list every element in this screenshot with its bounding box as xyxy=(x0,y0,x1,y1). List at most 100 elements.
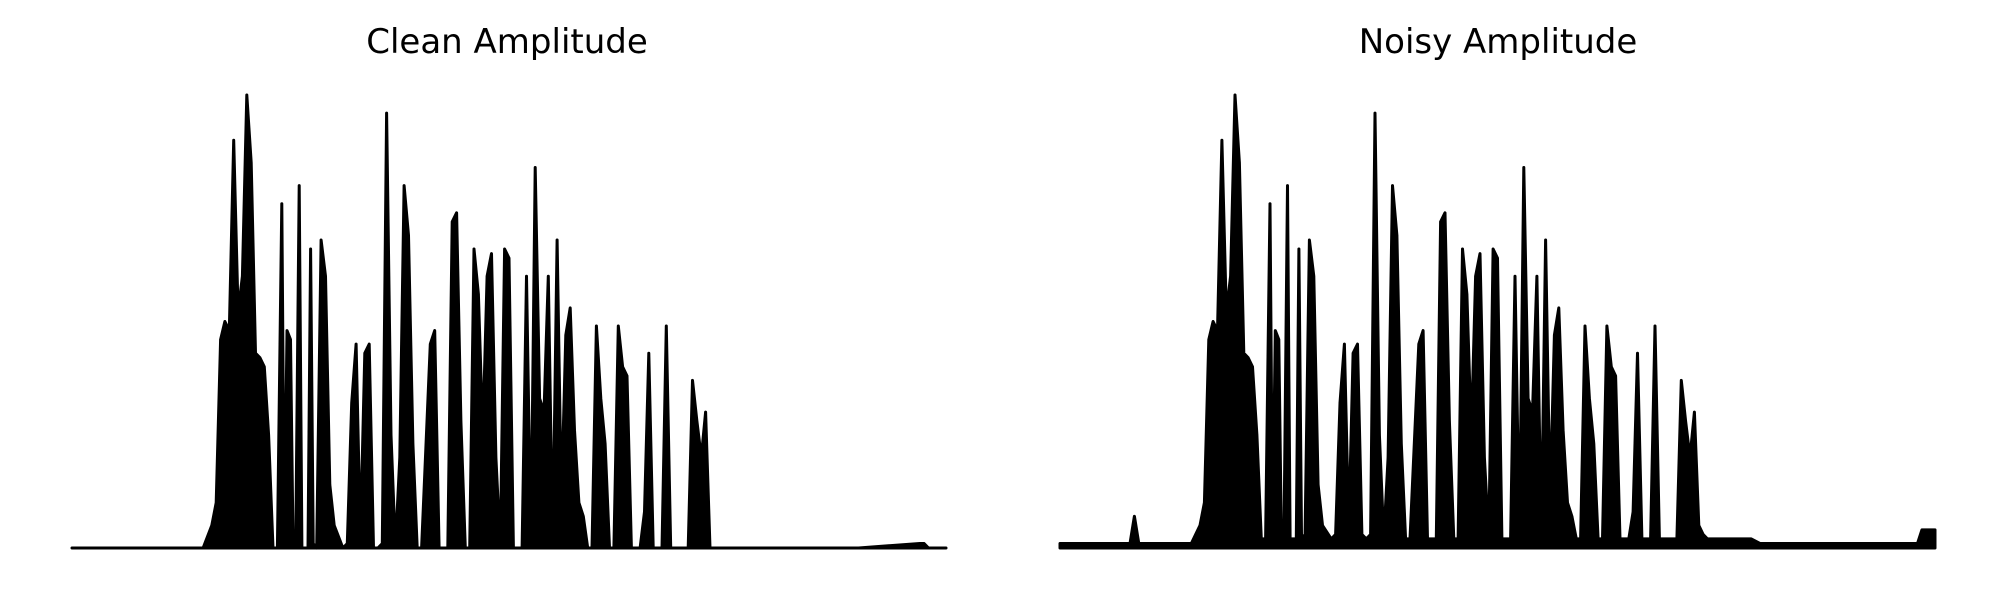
amplitude-sample-point xyxy=(1561,429,1565,432)
amplitude-sample-point xyxy=(1487,537,1490,541)
amplitude-sample-point xyxy=(346,542,349,545)
amplitude-sample-point xyxy=(743,546,747,550)
amplitude-sample-point xyxy=(1706,537,1709,541)
amplitude-sample-point xyxy=(1933,528,1937,532)
clean-amplitude-plot xyxy=(70,93,948,550)
amplitude-sample-point xyxy=(516,546,519,550)
amplitude-sample-point xyxy=(721,546,725,550)
clean-amplitude-panel: Clean Amplitude xyxy=(70,22,948,550)
amplitude-sample-point xyxy=(730,546,734,550)
amplitude-sample-point xyxy=(324,275,327,278)
amplitude-sample-point xyxy=(761,546,764,550)
amplitude-sample-point xyxy=(283,546,286,550)
amplitude-sample-point xyxy=(1251,365,1254,368)
amplitude-sample-point xyxy=(271,546,275,550)
amplitude-sample-point xyxy=(687,546,690,550)
amplitude-sample-point xyxy=(1618,537,1622,541)
amplitude-sample-point xyxy=(1207,338,1210,341)
amplitude-sample-point xyxy=(201,546,205,550)
amplitude-sample-point xyxy=(1351,352,1355,355)
amplitude-sample-point xyxy=(647,352,650,355)
amplitude-sample-point xyxy=(1295,537,1298,541)
amplitude-sample-point xyxy=(573,429,576,432)
amplitude-sample-point xyxy=(1557,306,1560,310)
amplitude-sample-point xyxy=(1220,139,1224,142)
amplitude-sample-point xyxy=(446,546,449,550)
amplitude-sample-point xyxy=(289,338,292,341)
amplitude-sample-point xyxy=(1544,238,1547,242)
amplitude-sample-point xyxy=(70,546,74,550)
amplitude-sample-point xyxy=(660,546,664,550)
amplitude-sample-point xyxy=(621,365,624,368)
amplitude-sample-point xyxy=(1500,537,1504,541)
amplitude-sample-point xyxy=(1553,333,1556,337)
amplitude-sample-point xyxy=(1321,524,1324,527)
amplitude-sample-point xyxy=(350,401,353,405)
amplitude-sample-point xyxy=(1391,184,1394,187)
amplitude-sample-point xyxy=(1246,356,1250,359)
amplitude-sample-point xyxy=(1526,397,1530,400)
amplitude-sample-point xyxy=(1535,275,1539,278)
amplitude-sample-point xyxy=(1710,537,1714,541)
amplitude-sample-point xyxy=(236,311,240,314)
waveform-envelope xyxy=(70,93,948,550)
amplitude-sample-point xyxy=(175,546,179,550)
amplitude-sample-point xyxy=(1238,161,1241,165)
amplitude-sample-point xyxy=(354,342,358,346)
amplitude-sample-point xyxy=(1365,537,1368,541)
amplitude-sample-point xyxy=(223,320,227,323)
amplitude-sample-point xyxy=(1286,184,1289,187)
amplitude-sample-point xyxy=(303,546,306,550)
amplitude-sample-point xyxy=(1316,483,1320,486)
amplitude-sample-point xyxy=(1605,324,1609,328)
amplitude-sample-point xyxy=(1308,238,1311,242)
amplitude-sample-point xyxy=(1566,501,1569,504)
amplitude-sample-point xyxy=(1356,342,1359,346)
amplitude-sample-point xyxy=(451,220,454,223)
amplitude-sample-point xyxy=(1518,537,1521,541)
amplitude-sample-point xyxy=(1456,537,1460,541)
amplitude-sample-point xyxy=(534,166,537,169)
amplitude-sample-point xyxy=(1916,542,1919,545)
amplitude-sample-point xyxy=(385,111,388,115)
amplitude-sample-point xyxy=(1426,537,1429,541)
amplitude-sample-point xyxy=(228,329,231,332)
amplitude-sample-point xyxy=(407,234,410,237)
amplitude-sample-point xyxy=(1338,401,1342,405)
amplitude-sample-point xyxy=(1601,537,1604,541)
amplitude-sample-point xyxy=(442,546,445,550)
amplitude-sample-point xyxy=(363,352,366,355)
amplitude-sample-point xyxy=(341,546,345,550)
amplitude-sample-point xyxy=(1522,166,1525,169)
amplitude-sample-point xyxy=(582,515,585,518)
amplitude-sample-point xyxy=(1592,442,1595,445)
amplitude-sample-point xyxy=(551,546,554,550)
amplitude-sample-point xyxy=(210,524,213,527)
amplitude-sample-point xyxy=(1369,533,1372,536)
amplitude-sample-point xyxy=(394,546,397,550)
amplitude-sample-point xyxy=(1575,537,1578,541)
amplitude-sample-point xyxy=(922,542,926,545)
amplitude-sample-point xyxy=(1693,410,1696,414)
amplitude-sample-point xyxy=(739,546,742,550)
amplitude-sample-point xyxy=(411,442,415,445)
amplitude-sample-point xyxy=(389,433,393,436)
amplitude-sample-point xyxy=(1271,537,1274,541)
amplitude-sample-point xyxy=(1128,542,1132,545)
amplitude-sample-point xyxy=(319,238,323,242)
amplitude-sample-point xyxy=(927,546,930,550)
amplitude-sample-point xyxy=(1548,501,1552,504)
amplitude-sample-point xyxy=(1439,220,1442,223)
amplitude-sample-point xyxy=(1378,433,1381,436)
amplitude-sample-point xyxy=(1588,397,1591,400)
amplitude-sample-point xyxy=(306,546,310,550)
amplitude-sample-point xyxy=(1505,537,1508,541)
amplitude-sample-point xyxy=(1330,537,1333,541)
amplitude-sample-point xyxy=(538,397,541,400)
amplitude-sample-point xyxy=(232,139,235,142)
amplitude-sample-point xyxy=(1640,537,1644,541)
amplitude-sample-point xyxy=(1343,342,1346,346)
amplitude-sample-point xyxy=(503,247,506,251)
amplitude-sample-point xyxy=(464,546,467,550)
amplitude-sample-point xyxy=(1658,537,1661,541)
